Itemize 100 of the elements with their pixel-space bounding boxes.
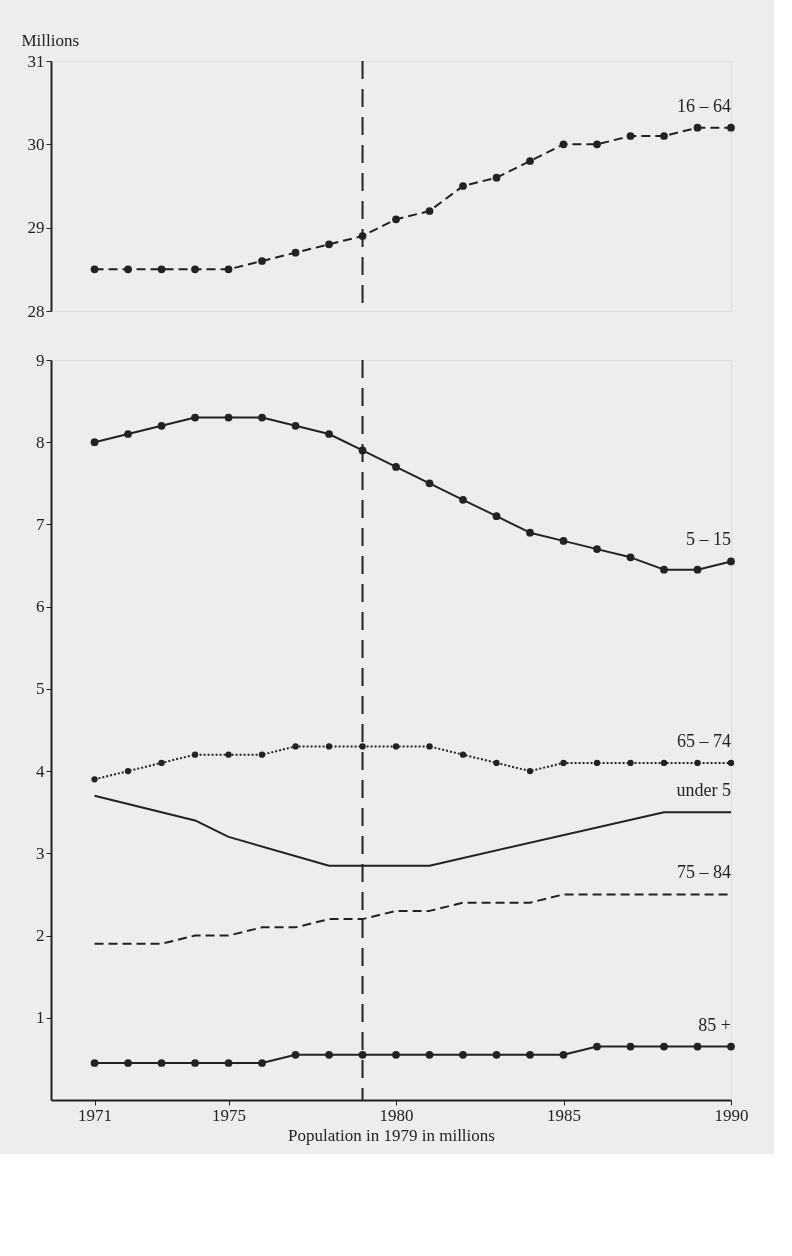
point: [392, 743, 400, 750]
series-label: 5 – 15: [686, 529, 731, 550]
y-tick-label: 30: [27, 134, 45, 154]
point: [258, 1059, 266, 1067]
point: [157, 1059, 166, 1067]
x-tick-label: 1980: [379, 1105, 414, 1125]
point: [560, 759, 567, 767]
point: [693, 123, 702, 132]
point: [258, 257, 266, 265]
point: [191, 1059, 199, 1067]
point: [90, 265, 99, 274]
series-label: 16 – 64: [677, 95, 731, 116]
y-tick-label: 28: [27, 301, 45, 321]
point: [124, 265, 132, 274]
point: [693, 565, 702, 574]
point: [559, 1050, 568, 1059]
point: [158, 759, 165, 767]
point: [727, 557, 735, 566]
point: [559, 140, 568, 149]
point: [626, 553, 635, 562]
point: [124, 1059, 132, 1067]
series-label: 65 – 74: [677, 730, 731, 751]
point: [392, 215, 400, 224]
point: [660, 132, 668, 140]
point: [727, 123, 735, 132]
point: [258, 413, 266, 422]
y-tick-label: 4: [36, 761, 45, 781]
point: [593, 759, 601, 767]
point: [526, 528, 534, 537]
point: [660, 1042, 668, 1051]
point: [90, 438, 99, 447]
y-tick-label: 3: [36, 843, 45, 863]
point: [693, 1042, 702, 1051]
point: [492, 1050, 501, 1059]
point: [124, 767, 132, 775]
point: [727, 1042, 735, 1051]
point: [425, 1050, 434, 1059]
point: [291, 1050, 300, 1059]
point: [593, 545, 601, 553]
point: [224, 1059, 233, 1067]
point: [157, 421, 166, 430]
point: [292, 743, 299, 750]
point: [358, 1050, 367, 1059]
point: [492, 173, 501, 182]
point: [660, 565, 668, 574]
y-tick-label: 29: [27, 218, 45, 238]
point: [559, 537, 568, 545]
point: [392, 463, 400, 471]
point: [258, 751, 266, 758]
point: [191, 751, 199, 758]
point: [694, 759, 701, 767]
x-tick-label: 1990: [714, 1105, 749, 1125]
series-label: under 5: [676, 780, 731, 801]
y-tick-label: 5: [36, 679, 45, 699]
point: [660, 759, 668, 767]
point: [157, 265, 166, 274]
point: [526, 1050, 534, 1059]
y-axis-title: Millions: [21, 30, 80, 50]
point: [325, 743, 333, 750]
point: [325, 430, 333, 438]
point: [492, 512, 501, 521]
point: [359, 743, 366, 750]
point: [425, 479, 434, 488]
point: [426, 743, 433, 750]
point: [626, 1042, 635, 1051]
point: [325, 1050, 333, 1059]
point: [459, 1050, 467, 1059]
point: [626, 132, 635, 140]
x-tick-label: 1971: [78, 1105, 113, 1125]
point: [459, 751, 467, 758]
point: [225, 751, 232, 758]
point: [191, 413, 199, 422]
point: [459, 182, 467, 190]
point: [593, 1042, 601, 1051]
point: [425, 207, 434, 215]
point: [90, 1059, 99, 1067]
y-tick-label: 8: [36, 432, 45, 452]
point: [727, 759, 735, 767]
point: [526, 767, 534, 775]
series-label: 75 – 84: [677, 862, 731, 883]
y-tick-label: 31: [27, 51, 45, 71]
x-tick-label: 1985: [547, 1105, 582, 1125]
y-tick-label: 9: [36, 350, 45, 370]
x-tick-label: 1975: [212, 1105, 247, 1125]
point: [291, 248, 300, 257]
point: [526, 157, 534, 165]
point: [91, 776, 98, 783]
point: [191, 265, 199, 274]
point: [493, 759, 500, 767]
point: [392, 1050, 400, 1059]
point: [593, 140, 601, 149]
y-tick-label: 6: [36, 597, 45, 617]
point: [124, 430, 132, 438]
point: [291, 421, 300, 430]
point: [325, 240, 333, 249]
series-label: 85 +: [698, 1014, 731, 1035]
x-axis-title: Population in 1979 in millions: [288, 1125, 495, 1145]
point: [459, 495, 467, 504]
y-tick-label: 2: [36, 926, 45, 946]
y-tick-label: 1: [36, 1008, 45, 1028]
